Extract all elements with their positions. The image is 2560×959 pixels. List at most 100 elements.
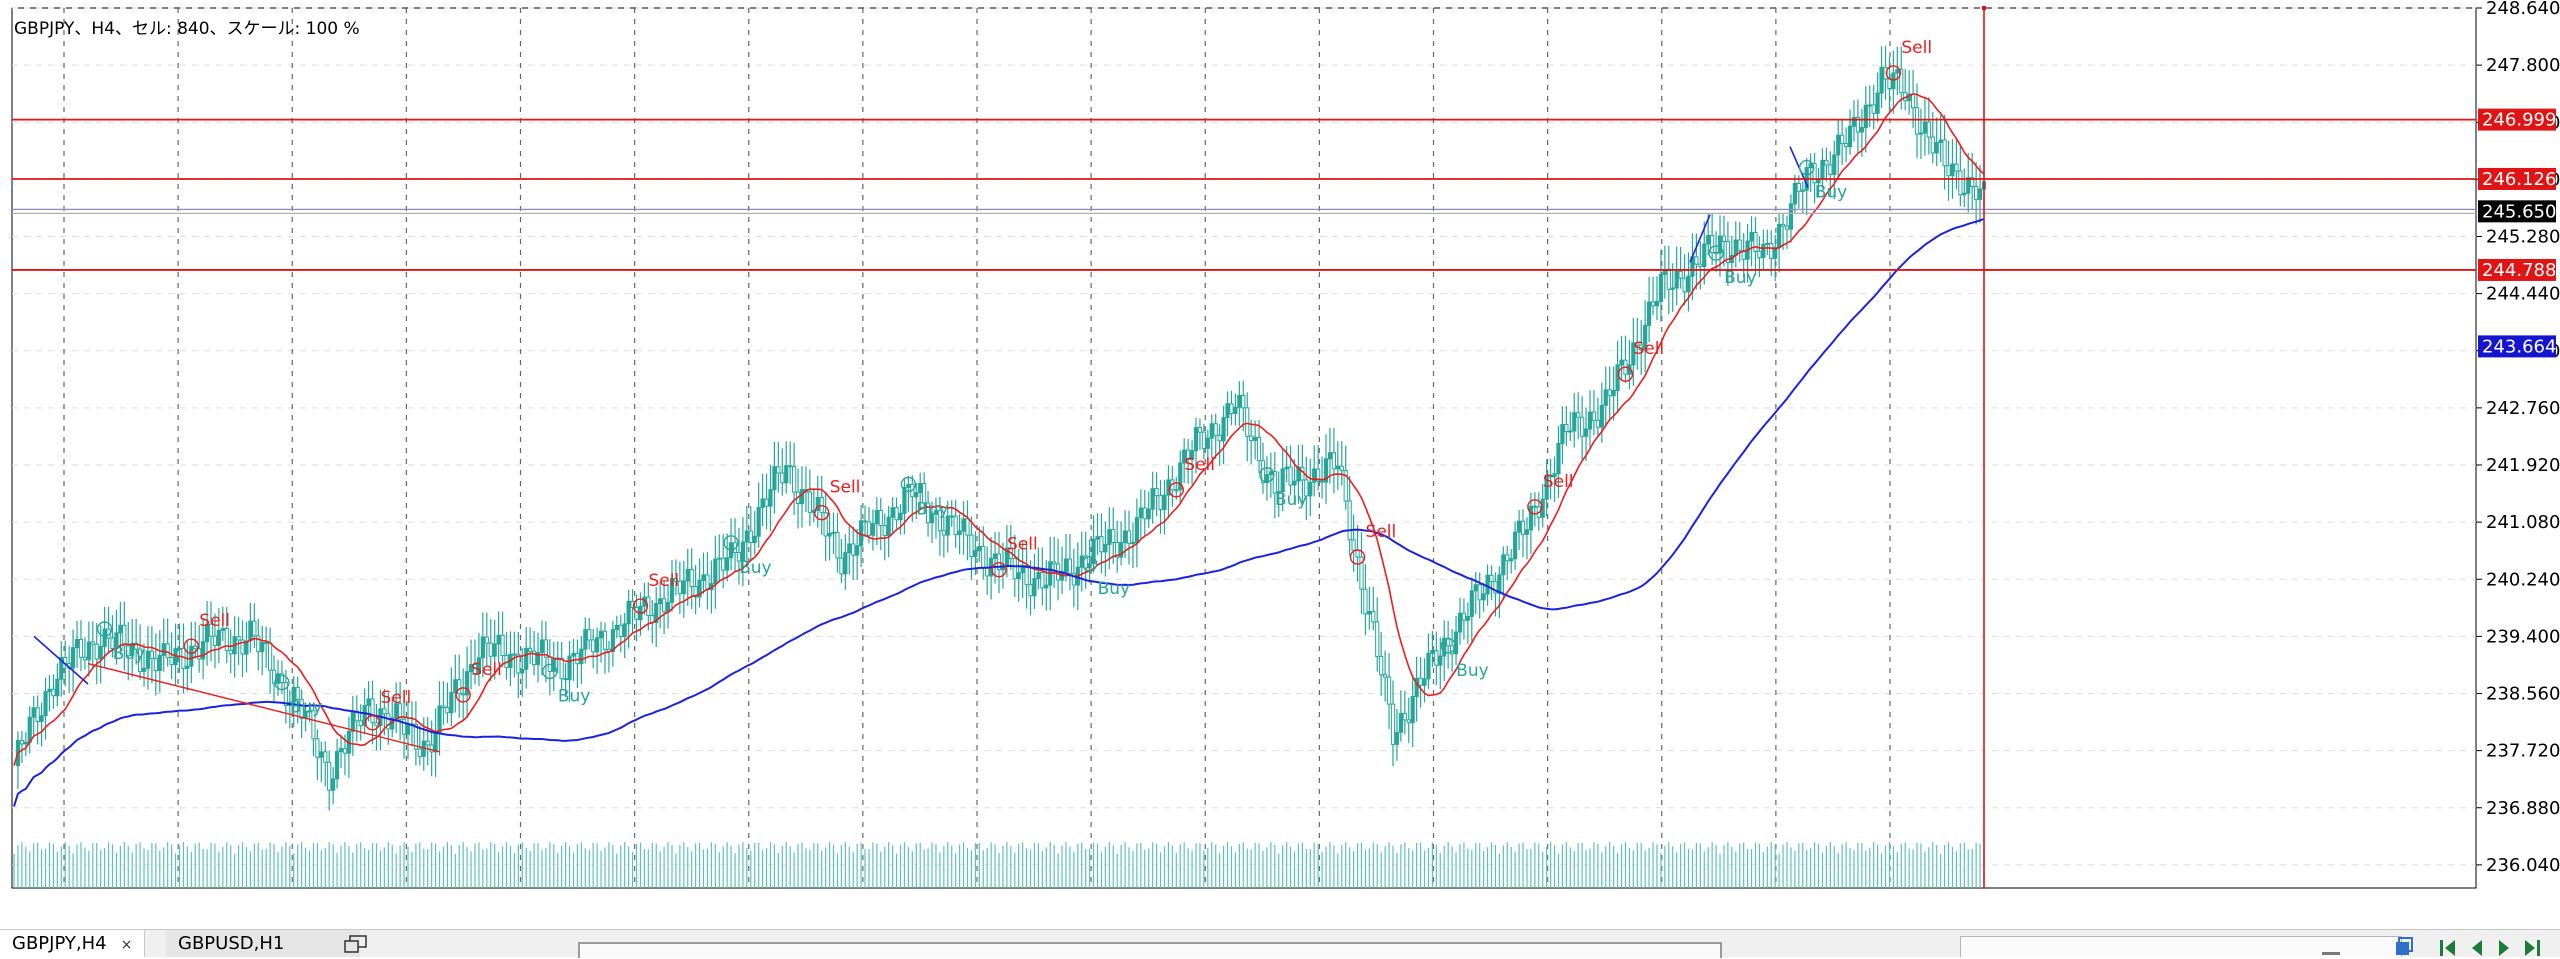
candle-body [1280,468,1285,493]
candle-body [1528,505,1534,531]
candle-body [1851,116,1857,127]
candle-body [1201,431,1206,449]
candle-body [1603,389,1608,406]
trend-line[interactable] [33,635,89,685]
candle-body [307,710,312,713]
candle-body [457,679,462,695]
price-chart[interactable]: 248.640247.800246.960246.120245.280244.4… [0,0,2560,895]
tab-gbpjpy-h4[interactable]: GBPJPY,H4 × [0,930,146,957]
prev-icon[interactable] [2466,936,2486,956]
close-icon[interactable]: × [120,937,133,953]
candle-body [260,641,265,653]
candle-body [736,552,742,562]
candle-body [681,580,686,595]
buy-signal-marker [96,621,113,637]
candle-body [480,636,485,659]
candle-body [244,640,249,655]
candle-body [1733,239,1738,256]
crosshair-handle[interactable] [1982,6,1986,10]
candle-body [425,740,430,746]
trend-line[interactable] [1689,214,1711,263]
candle-body [370,698,375,724]
candle-body [799,489,805,505]
next-icon[interactable] [2494,936,2514,956]
trend-line[interactable] [1789,146,1809,188]
candle-body [1316,468,1321,482]
sell-signal-label: Sell [648,571,679,591]
candle-body [240,639,245,655]
candle-body [583,629,588,650]
candle-body [776,466,781,474]
candle-body [279,673,285,684]
candle-body [126,645,131,657]
candle-body [1351,539,1356,551]
candle-body [1465,616,1470,621]
first-page-icon[interactable] [2438,936,2458,956]
candle-body [1379,655,1384,676]
candle-body [449,692,454,714]
candle-body [1284,466,1289,470]
candle-body [122,624,127,647]
candle-body [1509,558,1514,562]
candle-body [19,739,24,745]
candle-body [1777,223,1782,248]
candle-body [1844,143,1849,148]
candle-body [1134,517,1140,543]
candle-body [1769,242,1774,259]
chart-area[interactable]: 248.640247.800246.960246.120245.280244.4… [0,0,2560,895]
candle-body [256,635,261,653]
candle-body [1548,474,1553,478]
buy-signal-label: Buy [113,644,145,664]
candle-body [575,652,580,665]
tab-gbpusd-h1[interactable]: GBPUSD,H1 [166,930,360,957]
price-tag-bg [2478,167,2556,190]
candle-body [1461,612,1467,621]
candle-body [874,510,879,525]
candle-body [1485,574,1490,595]
candle-body [1717,235,1723,254]
candle-body [350,710,355,732]
chart-title: GBPJPY、H4、セル: 840、スケール: 100 % [14,19,360,39]
candle-body [496,634,501,645]
minimize-icon[interactable] [2320,944,2342,956]
candle-body [78,638,84,658]
sell-signal-label: Sell [199,611,230,631]
window-icon[interactable] [344,934,368,954]
candle-body [1174,489,1179,492]
candle-body [996,553,1002,571]
candle-body [1272,471,1277,494]
candle-body [153,658,158,672]
candle-body [1572,412,1577,432]
candle-body [744,530,749,543]
candle-body [228,649,233,655]
buy-signal-label: Buy [1275,490,1308,510]
candle-body [1095,536,1100,540]
candles [15,45,1987,811]
candle-body [831,531,836,534]
sell-signal-label: Sell [381,688,412,708]
tab-label: GBPJPY,H4 [12,933,107,954]
candle-body [1138,507,1143,519]
trend-line[interactable] [87,662,441,753]
candle-body [149,650,155,660]
candle-body [807,491,812,513]
candle-body [1706,235,1711,245]
horizontal-scrollbar[interactable] [578,942,1722,958]
candle-body [1229,403,1234,414]
price-tag-bg [2478,108,2556,131]
chart-list-icon[interactable] [2394,936,2414,956]
candle-body [1359,556,1364,590]
last-page-icon[interactable] [2522,936,2542,956]
candle-body [1489,574,1494,583]
candle-body [1891,72,1896,90]
candle-body [1713,251,1719,254]
candle-body [823,512,828,537]
candle-body [1158,495,1163,510]
candle-body [1737,239,1742,252]
candle-body [634,607,639,621]
candle-body [969,534,974,558]
candle-body [906,483,911,488]
candle-body [1674,270,1679,289]
candle-body [1970,177,1975,187]
candle-body [134,642,139,650]
